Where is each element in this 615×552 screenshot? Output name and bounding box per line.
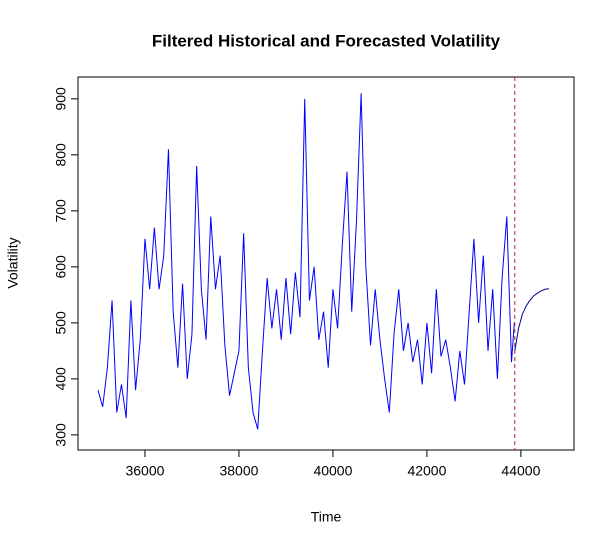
- x-tick-label: 38000: [219, 463, 258, 479]
- y-tick-label: 700: [53, 199, 69, 223]
- x-axis-label: Time: [311, 509, 342, 525]
- y-tick-label: 500: [53, 311, 69, 335]
- x-tick-label: 40000: [313, 463, 352, 479]
- y-tick-label: 300: [53, 423, 69, 447]
- y-tick-label: 400: [53, 367, 69, 391]
- y-tick-label: 800: [53, 143, 69, 167]
- series-line: [97, 93, 515, 430]
- chart-title: Filtered Historical and Forecasted Volat…: [152, 31, 501, 50]
- x-tick-label: 44000: [501, 463, 540, 479]
- y-tick-label: 900: [53, 87, 69, 111]
- x-tick-label: 42000: [407, 463, 446, 479]
- y-axis-label: Volatility: [5, 237, 21, 288]
- series-line: [514, 288, 550, 351]
- x-tick-label: 36000: [125, 463, 164, 479]
- y-tick-label: 600: [53, 255, 69, 279]
